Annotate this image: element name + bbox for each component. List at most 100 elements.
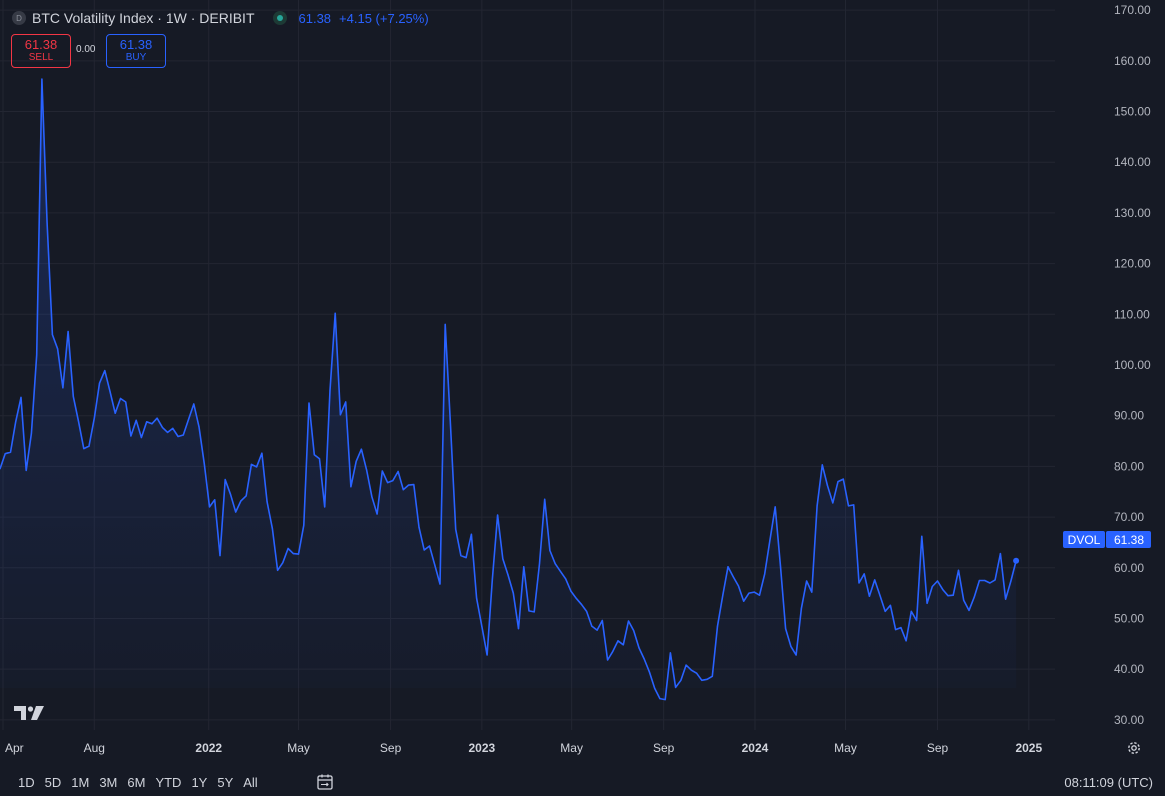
range-5d[interactable]: 5D <box>44 774 62 790</box>
data-point <box>811 591 813 593</box>
data-point <box>706 678 708 680</box>
data-point <box>580 603 583 605</box>
data-point <box>376 513 378 515</box>
y-tick-label: 170.00 <box>1114 3 1151 17</box>
y-tick-label: 50.00 <box>1114 611 1144 625</box>
data-point <box>664 699 666 701</box>
range-3m[interactable]: 3M <box>99 774 118 790</box>
range-5y[interactable]: 5Y <box>217 774 234 790</box>
x-tick-label: 2024 <box>742 741 769 755</box>
data-point <box>889 604 892 606</box>
data-point <box>570 590 572 592</box>
data-point <box>627 620 630 622</box>
data-point <box>554 563 556 565</box>
data-point <box>9 451 12 453</box>
data-point <box>4 453 6 455</box>
price-label: DVOL 61.38 <box>1063 531 1151 548</box>
data-point <box>633 630 635 632</box>
data-point <box>282 562 284 564</box>
data-point <box>732 576 734 578</box>
data-point <box>800 607 803 609</box>
data-point <box>83 448 85 450</box>
data-point <box>565 578 567 580</box>
data-point <box>926 602 928 604</box>
chart-title[interactable]: BTC Volatility Index · 1W · DERIBIT <box>32 10 255 26</box>
data-point <box>895 629 897 631</box>
calendar-range-icon[interactable] <box>316 773 334 791</box>
y-tick-label: 120.00 <box>1114 257 1151 271</box>
data-point <box>224 479 226 481</box>
y-tick-label: 140.00 <box>1114 155 1151 169</box>
data-point <box>989 582 991 584</box>
data-point <box>256 466 258 468</box>
data-point <box>523 566 525 568</box>
sell-button[interactable]: 61.38 SELL <box>11 34 71 68</box>
y-tick-label: 60.00 <box>1114 561 1144 575</box>
data-point <box>685 664 687 666</box>
data-point <box>481 626 483 628</box>
data-point <box>98 382 101 384</box>
data-point <box>308 402 310 404</box>
data-point <box>72 395 74 397</box>
y-tick-label: 30.00 <box>1114 713 1144 727</box>
tradingview-logo-icon[interactable] <box>14 704 46 722</box>
data-point <box>62 387 64 389</box>
buy-label: BUY <box>125 52 147 63</box>
data-point <box>936 580 939 582</box>
data-point <box>434 564 436 566</box>
range-1m[interactable]: 1M <box>71 774 90 790</box>
data-point <box>984 579 986 582</box>
data-point <box>287 547 289 550</box>
data-point <box>601 619 603 622</box>
data-point <box>701 679 703 681</box>
data-point <box>470 533 472 535</box>
data-point <box>371 496 373 498</box>
series-points <box>0 78 1020 701</box>
data-point <box>41 78 43 80</box>
price-label-value-bg <box>1106 531 1151 548</box>
data-point <box>188 418 190 420</box>
x-tick-label: May <box>287 741 310 755</box>
range-ytd[interactable]: YTD <box>155 774 182 790</box>
sell-label: SELL <box>28 52 54 63</box>
data-point <box>847 505 850 507</box>
data-point <box>261 452 263 454</box>
data-point <box>612 650 614 653</box>
data-point <box>135 419 137 421</box>
data-point <box>779 564 782 566</box>
data-point <box>130 435 132 437</box>
data-point <box>460 555 462 557</box>
data-point <box>696 672 698 674</box>
data-point <box>329 389 331 391</box>
data-point <box>905 640 907 642</box>
gear-icon[interactable] <box>1126 740 1142 756</box>
data-point <box>544 498 546 500</box>
data-point <box>978 579 981 582</box>
utc-clock[interactable]: 08:11:09 (UTC) <box>1064 775 1153 790</box>
symbol-logo-icon: D <box>12 11 26 25</box>
range-all[interactable]: All <box>243 774 258 790</box>
sell-price: 61.38 <box>24 37 58 52</box>
range-1d[interactable]: 1D <box>18 774 35 790</box>
data-point <box>15 421 17 423</box>
data-point <box>161 426 163 428</box>
range-1y[interactable]: 1Y <box>191 774 208 790</box>
data-point <box>549 549 551 552</box>
data-point <box>334 312 336 314</box>
x-tick-label: 2022 <box>195 741 222 755</box>
range-6m[interactable]: 6M <box>127 774 146 790</box>
bottom-toolbar: 1D 5D 1M 3M 6M YTD 1Y 5Y All <box>0 768 1165 796</box>
buy-button[interactable]: 61.38 BUY <box>106 34 166 68</box>
data-point <box>109 390 111 392</box>
price-label-value: 61.38 <box>1114 533 1144 547</box>
data-point <box>345 401 347 403</box>
price-change: +4.15 (+7.25%) <box>339 10 429 26</box>
spread-value: 0.00 <box>76 44 96 55</box>
data-point <box>439 583 441 585</box>
data-point <box>790 645 792 648</box>
data-point <box>648 671 651 673</box>
y-tick-label: 130.00 <box>1114 206 1151 220</box>
data-point <box>528 610 530 612</box>
buy-price: 61.38 <box>119 37 153 52</box>
